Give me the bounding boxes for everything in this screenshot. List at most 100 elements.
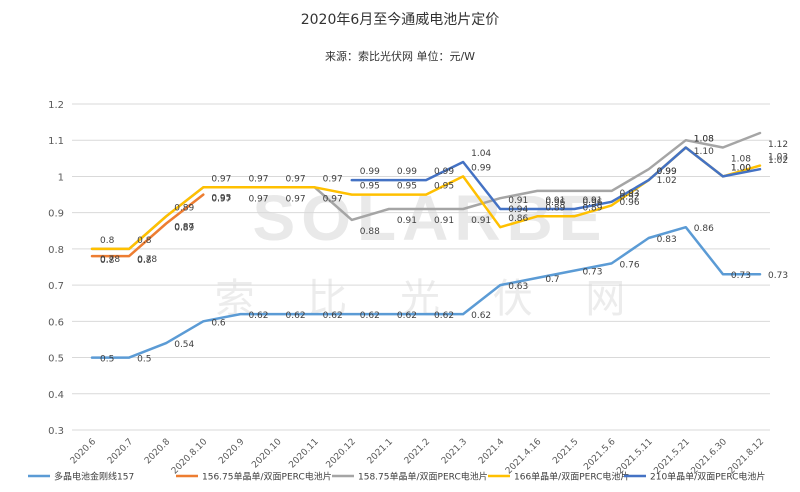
data-label: 0.99 — [471, 163, 491, 173]
series-line-1 — [90, 193, 205, 258]
x-tick-label: 2020.10 — [250, 437, 284, 471]
x-tick-label: 2021.5.6 — [582, 437, 618, 473]
data-label: 1.00 — [731, 163, 751, 173]
data-label: 0.5 — [137, 355, 151, 365]
y-tick-label: 0.7 — [48, 281, 64, 292]
y-tick-label: 0.8 — [48, 245, 64, 256]
data-label: 0.96 — [545, 198, 565, 208]
y-tick-label: 0.5 — [48, 354, 64, 365]
data-label: 0.99 — [397, 167, 417, 177]
data-label: 0.97 — [248, 194, 268, 204]
x-tick-label: 2021.5 — [551, 437, 580, 466]
data-label: 0.91 — [545, 196, 565, 206]
data-label: 0.91 — [508, 196, 528, 206]
data-label: 0.62 — [323, 311, 343, 321]
data-label: 0.5 — [100, 355, 114, 365]
data-label: 0.91 — [471, 216, 491, 226]
data-label: 0.63 — [508, 282, 528, 292]
data-label: 0.97 — [286, 194, 306, 204]
x-tick-label: 2020.12 — [325, 437, 358, 470]
data-label: 0.87 — [174, 223, 194, 233]
data-label: 0.88 — [360, 227, 380, 237]
data-label: 0.8 — [137, 236, 152, 246]
data-label: 0.89 — [545, 203, 565, 213]
legend-entry: 多晶电池金刚线157 — [54, 471, 134, 483]
data-label: 1.08 — [694, 134, 714, 144]
data-label: 0.54 — [174, 340, 194, 350]
series-line-4 — [350, 146, 762, 211]
y-axis-ticks: 0.3 0.4 0.5 0.6 0.7 0.8 0.9 1 1.1 1.2 — [48, 100, 64, 437]
x-tick-label: 2021.2 — [403, 437, 432, 466]
data-label: 0.78 — [100, 255, 120, 265]
data-label: 0.95 — [397, 182, 417, 192]
x-tick-label: 2020.9 — [217, 437, 247, 467]
data-label: 0.89 — [582, 203, 602, 213]
data-label: 0.99 — [434, 167, 454, 177]
data-label: 0.96 — [582, 198, 602, 208]
y-tick-label: 0.9 — [48, 209, 64, 220]
y-tick-label: 0.6 — [48, 317, 64, 328]
data-label: 1.04 — [471, 149, 491, 159]
data-label: 1.08 — [731, 154, 751, 164]
data-label: 1.00 — [731, 163, 751, 173]
data-label: 0.91 — [434, 216, 454, 226]
x-tick-label: 2021.5.11 — [615, 437, 654, 476]
y-tick-label: 1.1 — [48, 136, 64, 147]
x-tick-label: 2020.7 — [106, 437, 135, 466]
data-label: 0.78 — [137, 255, 157, 265]
data-label: 0.62 — [397, 311, 417, 321]
data-label: 0.62 — [360, 311, 380, 321]
y-tick-label: 1 — [58, 172, 64, 183]
x-tick-label: 2020.8.10 — [170, 437, 210, 477]
data-label: 0.62 — [248, 311, 268, 321]
data-label: 0.97 — [211, 194, 231, 204]
data-label: 0.8 — [100, 236, 115, 246]
data-label: 0.62 — [434, 311, 454, 321]
legend-entry: 158.75单晶单/双面PERC电池片 — [358, 471, 488, 483]
data-labels: 0.5 0.5 0.54 0.6 0.62 0.62 0.62 0.62 0.62 0.62 0.6… — [100, 134, 788, 364]
data-label: 0.94 — [508, 205, 528, 215]
data-label: 1.02 — [768, 156, 788, 166]
data-label: 0.86 — [508, 214, 528, 224]
data-label: 0.96 — [620, 198, 640, 208]
data-label: 0.91 — [582, 196, 602, 206]
data-label: 0.76 — [620, 260, 640, 270]
legend-entry: 210单晶单/双面PERC电池片 — [650, 471, 765, 483]
data-label: 1.12 — [768, 140, 788, 150]
data-label: 0.86 — [694, 224, 714, 234]
y-tick-label: 1.2 — [48, 100, 64, 111]
data-label: 1.02 — [657, 176, 677, 186]
data-label: 0.8 — [137, 256, 152, 266]
data-label: 0.62 — [471, 311, 491, 321]
data-label: 0.97 — [211, 174, 231, 184]
data-label: 0.8 — [100, 256, 115, 266]
x-tick-label: 2021.5.21 — [652, 437, 691, 476]
data-label: 0.95 — [360, 182, 380, 192]
data-label: 0.99 — [657, 167, 677, 177]
data-label: 0.73 — [582, 268, 602, 278]
x-tick-label: 2020.6 — [69, 437, 99, 467]
x-tick-label: 2020.11 — [287, 437, 320, 470]
data-label: 0.6 — [211, 318, 226, 328]
data-label: 1.03 — [768, 153, 788, 163]
chart-subtitle: 来源：索比光伏网 单位：元/W — [325, 49, 475, 63]
data-label: 0.7 — [545, 275, 559, 285]
series-line-0 — [90, 225, 762, 359]
data-label: 0.95 — [211, 194, 231, 204]
x-tick-label: 2021.4.16 — [504, 437, 544, 477]
data-label: 0.62 — [286, 311, 306, 321]
data-label: 0.97 — [323, 174, 343, 184]
data-label: 0.83 — [657, 235, 677, 245]
data-label: 0.73 — [731, 271, 751, 281]
data-label: 0.97 — [323, 194, 343, 204]
legend-entry: 166单晶单/双面PERC电池片 — [514, 471, 629, 483]
data-label: 0.95 — [434, 182, 454, 192]
data-label: 0.73 — [768, 271, 788, 281]
data-label: 1.08 — [694, 134, 714, 144]
series-lines — [90, 131, 762, 359]
data-label: 0.97 — [286, 174, 306, 184]
data-label: 0.99 — [360, 167, 380, 177]
data-label: 0.89 — [174, 223, 194, 233]
x-tick-label: 2021.8.12 — [727, 437, 766, 476]
